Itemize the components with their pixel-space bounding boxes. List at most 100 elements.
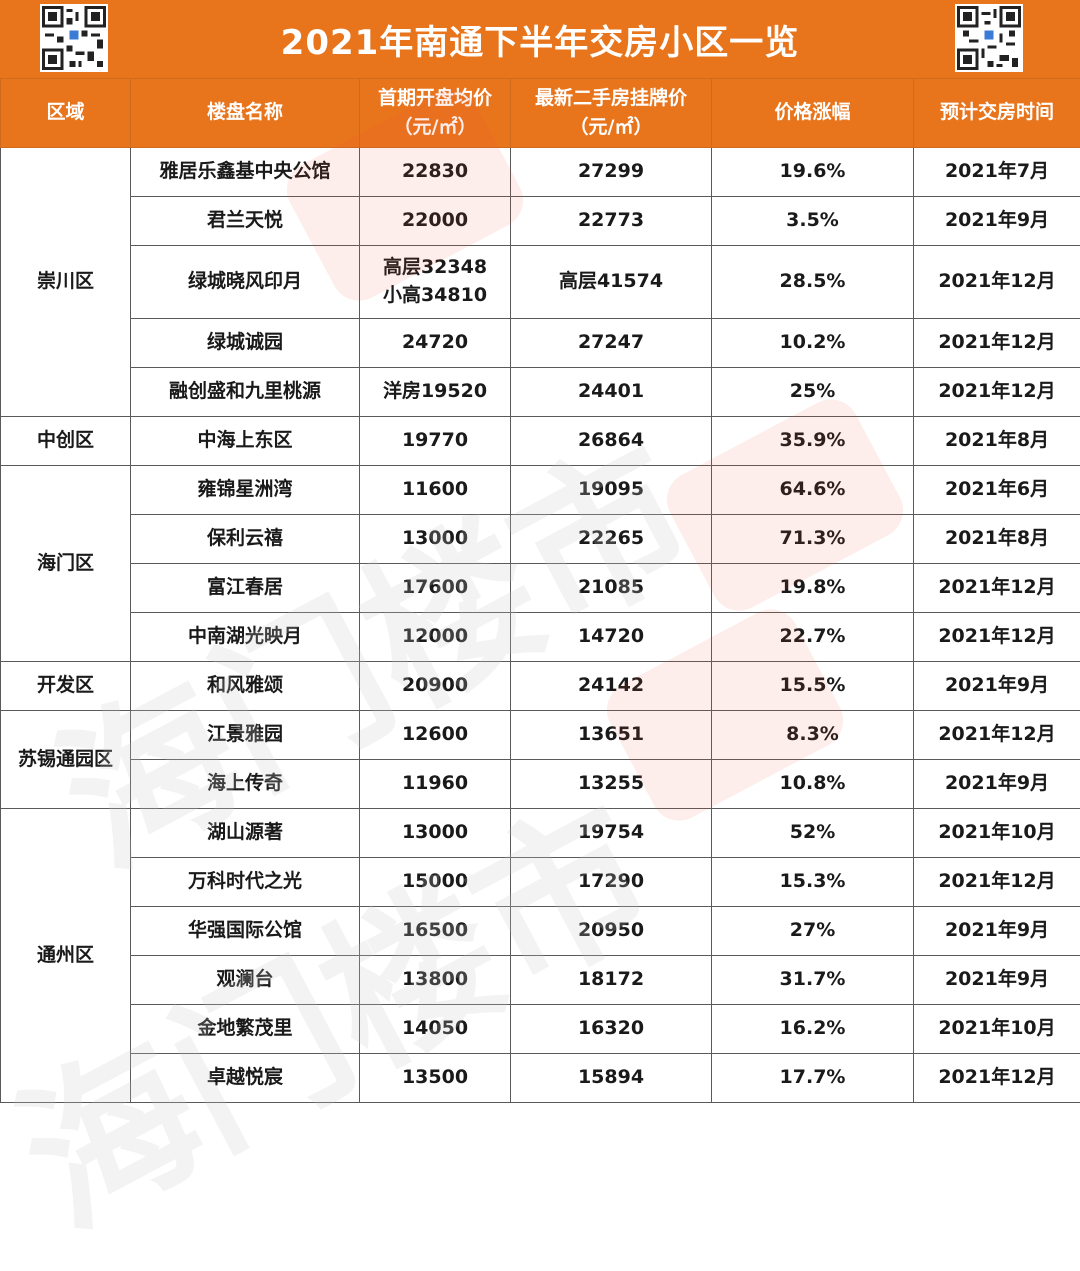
resale-price: 17290	[511, 858, 712, 907]
delivery-date: 2021年10月	[914, 1005, 1080, 1054]
header-increase: 价格涨幅	[712, 79, 914, 148]
project-name: 绿城晓风印月	[131, 246, 360, 319]
delivery-date: 2021年9月	[914, 956, 1080, 1005]
table-row: 华强国际公馆 16500 20950 27% 2021年9月	[1, 907, 1080, 956]
delivery-date: 2021年12月	[914, 613, 1080, 662]
resale-price: 26864	[511, 417, 712, 466]
initial-price: 15000	[360, 858, 511, 907]
table-row: 通州区 湖山源著 13000 19754 52% 2021年10月	[1, 809, 1080, 858]
resale-price: 16320	[511, 1005, 712, 1054]
initial-price: 13000	[360, 809, 511, 858]
delivery-date: 2021年7月	[914, 148, 1080, 197]
delivery-date: 2021年12月	[914, 1054, 1080, 1103]
initial-price: 11600	[360, 466, 511, 515]
delivery-date: 2021年9月	[914, 760, 1080, 809]
resale-price: 14720	[511, 613, 712, 662]
table-row: 保利云禧 13000 22265 71.3% 2021年8月	[1, 515, 1080, 564]
district-cell: 中创区	[1, 417, 131, 466]
delivery-date: 2021年10月	[914, 809, 1080, 858]
district-cell: 苏锡通园区	[1, 711, 131, 809]
project-name: 雅居乐鑫基中央公馆	[131, 148, 360, 197]
initial-price: 13500	[360, 1054, 511, 1103]
header-resale-price: 最新二手房挂牌价（元/㎡）	[511, 79, 712, 148]
price-increase: 19.8%	[712, 564, 914, 613]
table-row: 中南湖光映月 12000 14720 22.7% 2021年12月	[1, 613, 1080, 662]
price-increase: 8.3%	[712, 711, 914, 760]
header-name: 楼盘名称	[131, 79, 360, 148]
table-row: 融创盛和九里桃源 洋房19520 24401 25% 2021年12月	[1, 368, 1080, 417]
initial-price: 22830	[360, 148, 511, 197]
delivery-date: 2021年8月	[914, 515, 1080, 564]
initial-price: 22000	[360, 197, 511, 246]
district-cell: 崇川区	[1, 148, 131, 417]
price-increase: 10.8%	[712, 760, 914, 809]
initial-price: 24720	[360, 319, 511, 368]
price-increase: 3.5%	[712, 197, 914, 246]
project-name: 万科时代之光	[131, 858, 360, 907]
price-increase: 64.6%	[712, 466, 914, 515]
resale-price: 15894	[511, 1054, 712, 1103]
header-district: 区域	[1, 79, 131, 148]
delivery-date: 2021年12月	[914, 246, 1080, 319]
table-row: 卓越悦宸 13500 15894 17.7% 2021年12月	[1, 1054, 1080, 1103]
project-name: 华强国际公馆	[131, 907, 360, 956]
price-increase: 16.2%	[712, 1005, 914, 1054]
project-name: 君兰天悦	[131, 197, 360, 246]
resale-price: 19095	[511, 466, 712, 515]
table-row: 君兰天悦 22000 22773 3.5% 2021年9月	[1, 197, 1080, 246]
delivery-date: 2021年12月	[914, 368, 1080, 417]
project-name: 湖山源著	[131, 809, 360, 858]
delivery-date: 2021年12月	[914, 858, 1080, 907]
qr-code-right-icon	[955, 4, 1023, 72]
resale-price: 19754	[511, 809, 712, 858]
resale-price: 20950	[511, 907, 712, 956]
project-name: 保利云禧	[131, 515, 360, 564]
project-name: 融创盛和九里桃源	[131, 368, 360, 417]
price-increase: 27%	[712, 907, 914, 956]
resale-price: 22265	[511, 515, 712, 564]
price-increase: 17.7%	[712, 1054, 914, 1103]
table-row: 富江春居 17600 21085 19.8% 2021年12月	[1, 564, 1080, 613]
price-increase: 71.3%	[712, 515, 914, 564]
resale-price: 13255	[511, 760, 712, 809]
price-increase: 22.7%	[712, 613, 914, 662]
initial-price: 19770	[360, 417, 511, 466]
table-header-row: 区域 楼盘名称 首期开盘均价（元/㎡） 最新二手房挂牌价（元/㎡） 价格涨幅 预…	[1, 79, 1080, 148]
resale-price: 27247	[511, 319, 712, 368]
delivery-table: 区域 楼盘名称 首期开盘均价（元/㎡） 最新二手房挂牌价（元/㎡） 价格涨幅 预…	[0, 78, 1080, 1103]
resale-price: 高层41574	[511, 246, 712, 319]
resale-price: 22773	[511, 197, 712, 246]
qr-code-left-icon	[40, 4, 108, 72]
project-name: 绿城诚园	[131, 319, 360, 368]
title-bar: 2021年南通下半年交房小区一览	[0, 0, 1080, 78]
resale-price: 21085	[511, 564, 712, 613]
price-increase: 15.3%	[712, 858, 914, 907]
table-row: 金地繁茂里 14050 16320 16.2% 2021年10月	[1, 1005, 1080, 1054]
table-row: 海上传奇 11960 13255 10.8% 2021年9月	[1, 760, 1080, 809]
initial-price: 12600	[360, 711, 511, 760]
initial-price: 13800	[360, 956, 511, 1005]
delivery-date: 2021年12月	[914, 711, 1080, 760]
resale-price: 13651	[511, 711, 712, 760]
table-row: 绿城诚园 24720 27247 10.2% 2021年12月	[1, 319, 1080, 368]
project-name: 雍锦星洲湾	[131, 466, 360, 515]
table-row: 万科时代之光 15000 17290 15.3% 2021年12月	[1, 858, 1080, 907]
initial-price: 14050	[360, 1005, 511, 1054]
project-name: 中南湖光映月	[131, 613, 360, 662]
price-increase: 52%	[712, 809, 914, 858]
price-increase: 10.2%	[712, 319, 914, 368]
price-increase: 31.7%	[712, 956, 914, 1005]
price-increase: 15.5%	[712, 662, 914, 711]
project-name: 观澜台	[131, 956, 360, 1005]
project-name: 富江春居	[131, 564, 360, 613]
resale-price: 18172	[511, 956, 712, 1005]
initial-price: 洋房19520	[360, 368, 511, 417]
price-increase: 25%	[712, 368, 914, 417]
initial-price: 16500	[360, 907, 511, 956]
table-row: 观澜台 13800 18172 31.7% 2021年9月	[1, 956, 1080, 1005]
table-row: 开发区 和风雅颂 20900 24142 15.5% 2021年9月	[1, 662, 1080, 711]
price-increase: 19.6%	[712, 148, 914, 197]
project-name: 中海上东区	[131, 417, 360, 466]
district-cell: 海门区	[1, 466, 131, 662]
